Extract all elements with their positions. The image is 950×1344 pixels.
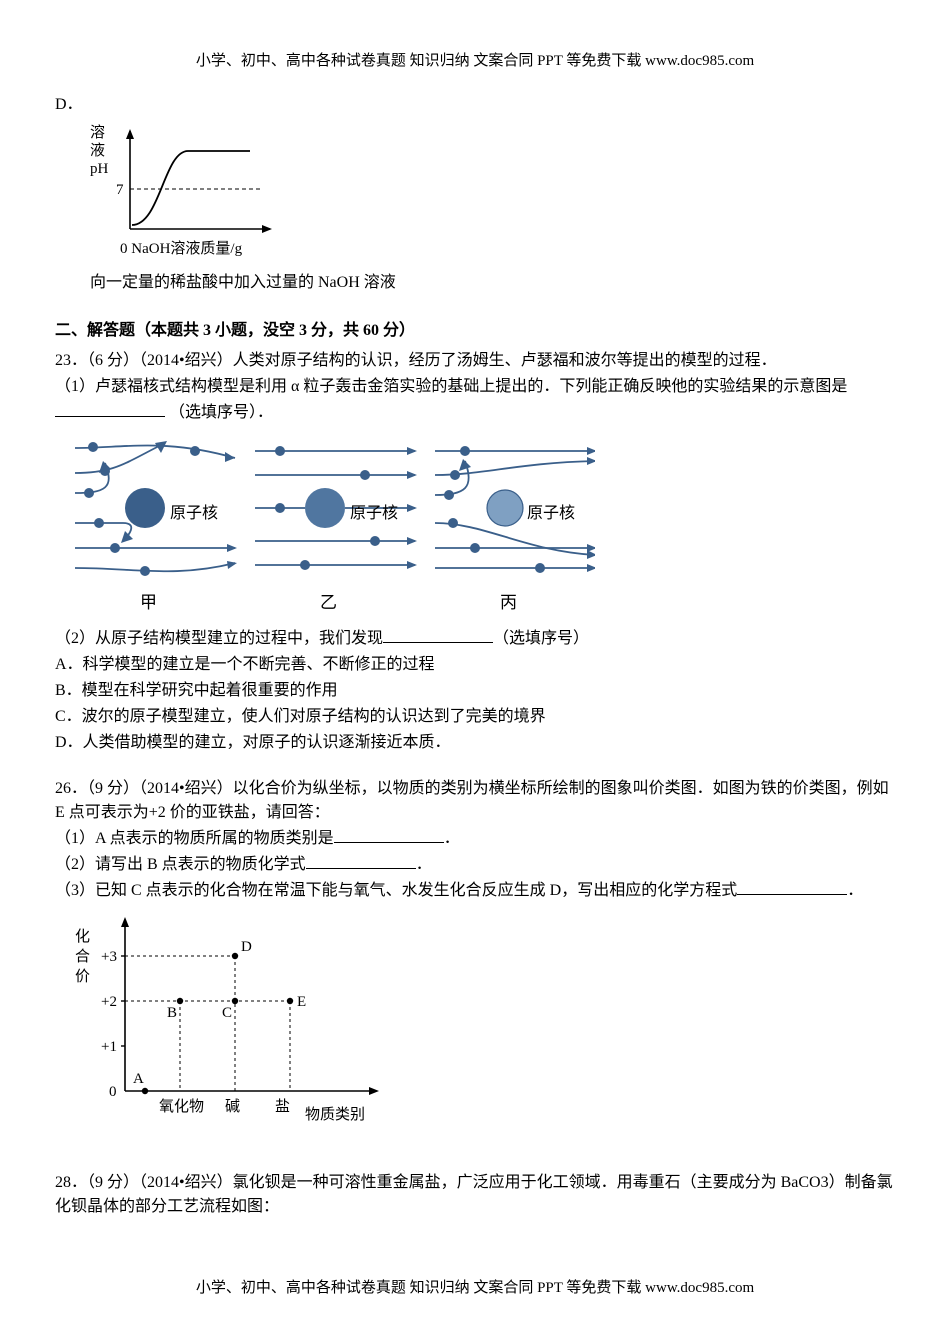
hline-value: 7 — [116, 182, 124, 198]
y-label-3: pH — [90, 161, 109, 177]
ylab-1: 化 — [75, 928, 90, 945]
ytick-2: +2 — [101, 994, 117, 1010]
q23-p2-a: （2）从原子结构模型建立的过程中，我们发现 — [55, 630, 383, 647]
q23-choice-a: A．科学模型的建立是一个不断完善、不断修正的过程 — [55, 653, 895, 677]
q23-p2-b: （选填序号） — [493, 630, 589, 647]
q23-choice-b: B．模型在科学研究中起着很重要的作用 — [55, 679, 895, 703]
q23-blank-2 — [383, 627, 493, 643]
q26-p3: （3）已知 C 点表示的化合物在常温下能与氧气、水发生化合反应生成 D，写出相应… — [55, 879, 895, 903]
q23-intro: 23．（6 分）（2014•绍兴）人类对原子结构的认识，经历了汤姆生、卢瑟福和波… — [55, 349, 895, 373]
q23-p2: （2）从原子结构模型建立的过程中，我们发现 （选填序号） — [55, 627, 895, 651]
point-d: D — [241, 939, 252, 955]
option-d-label: D． — [55, 96, 83, 113]
q23-blank-1 — [55, 401, 165, 417]
q28-intro: 28．（9 分）（2014•绍兴）氯化钡是一种可溶性重金属盐，广泛应用于化工领域… — [55, 1171, 895, 1219]
q26-p2-text: （2）请写出 B 点表示的物质化学式 — [55, 856, 306, 873]
nucleus-label-2: 原子核 — [350, 504, 398, 522]
option-d-caption: 向一定量的稀盐酸中加入过量的 NaOH 溶液 — [90, 271, 895, 295]
x-axis-label: 物质类别 — [305, 1106, 365, 1123]
xtick-1: 氧化物 — [159, 1098, 204, 1115]
q26-p1: （1）A 点表示的物质所属的物质类别是 ． — [55, 827, 895, 851]
valence-chart: 化 合 价 +3 +2 +1 0 A — [75, 911, 895, 1149]
ylab-2: 合 — [75, 948, 90, 965]
page-footer: 小学、初中、高中各种试卷真题 知识归纳 文案合同 PPT 等免费下载 www.d… — [0, 1277, 950, 1300]
ph-graph: 溶 液 pH 7 0 NaOH溶液质量/g — [90, 119, 895, 267]
q26-p1-text: （1）A 点表示的物质所属的物质类别是 — [55, 830, 334, 847]
option-d-block: D． 溶 液 pH 7 0 NaOH溶液质量/g 向一定量的稀 — [55, 93, 895, 295]
q23-choice-c: C．波尔的原子模型建立，使人们对原子结构的认识达到了完美的境界 — [55, 705, 895, 729]
point-b: B — [167, 1005, 177, 1021]
q26-blank-1 — [334, 827, 444, 843]
q26-blank-3 — [737, 879, 847, 895]
ylab-3: 价 — [75, 969, 90, 985]
xtick-3: 盐 — [275, 1098, 290, 1115]
panel-b-label: 乙 — [320, 593, 337, 612]
q26-p1-end: ． — [444, 830, 460, 847]
q23-choice-d: D．人类借助模型的建立，对原子的认识逐渐接近本质． — [55, 731, 895, 755]
y-label-1: 溶 — [90, 124, 105, 141]
ytick-1: +1 — [101, 1039, 117, 1055]
point-c: C — [222, 1005, 232, 1021]
panel-c-label: 丙 — [500, 593, 517, 612]
xtick-2: 碱 — [225, 1098, 240, 1115]
nucleus-label-3: 原子核 — [527, 504, 575, 522]
q23-p1-line2: （选填序号）． — [55, 401, 895, 425]
nucleus-label-1: 原子核 — [170, 504, 218, 522]
ph-curve — [132, 151, 250, 225]
point-a: A — [133, 1071, 144, 1087]
q23-p1: （1）卢瑟福核式结构模型是利用 α 粒子轰击金箔实验的基础上提出的．下列能正确反… — [55, 375, 895, 399]
point-e: E — [297, 994, 306, 1010]
q23-p1-b: （选填序号）． — [169, 404, 273, 421]
q26-p2: （2）请写出 B 点表示的物质化学式 ． — [55, 853, 895, 877]
ytick-3: +3 — [101, 949, 117, 965]
q26-blank-2 — [306, 853, 416, 869]
panel-a-label: 甲 — [140, 593, 157, 612]
page-header: 小学、初中、高中各种试卷真题 知识归纳 文案合同 PPT 等免费下载 www.d… — [55, 50, 895, 73]
x-axis-label: 0 NaOH溶液质量/g — [120, 240, 243, 257]
q26-p3-text: （3）已知 C 点表示的化合物在常温下能与氧气、水发生化合反应生成 D，写出相应… — [55, 882, 737, 899]
q23-p1-a: （1）卢瑟福核式结构模型是利用 α 粒子轰击金箔实验的基础上提出的．下列能正确反… — [55, 378, 847, 395]
nucleus-diagram: 原子核 甲 原子核 乙 — [75, 433, 895, 621]
section-2-title: 二、解答题（本题共 3 小题，没空 3 分，共 60 分） — [55, 319, 895, 343]
q26-p3-end: ． — [847, 882, 863, 899]
ytick-0: 0 — [109, 1084, 117, 1100]
y-label-2: 液 — [90, 142, 105, 159]
q26-p2-end: ． — [416, 856, 432, 873]
q26-intro: 26．（9 分）（2014•绍兴）以化合价为纵坐标，以物质的类别为横坐标所绘制的… — [55, 777, 895, 825]
